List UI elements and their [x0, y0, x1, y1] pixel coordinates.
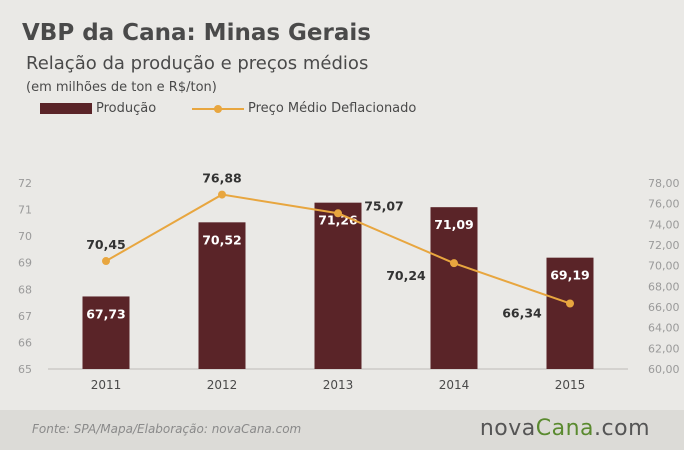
y-left-tick-label: 69	[18, 257, 32, 270]
y-left-tick-label: 67	[18, 310, 32, 323]
bar	[546, 257, 594, 369]
bar-data-label: 71,09	[434, 217, 474, 232]
y-right-tick-label: 64,00	[648, 322, 680, 335]
y-right-tick-label: 66,00	[648, 301, 680, 314]
bar	[198, 222, 246, 369]
legend-line-swatch	[192, 104, 244, 113]
legend-item-price: Preço Médio Deflacionado	[192, 101, 416, 116]
x-tick-label: 2011	[91, 378, 122, 392]
y-left-tick-label: 72	[18, 177, 32, 190]
logo-brand: Cana	[535, 416, 595, 441]
line-data-label: 66,34	[502, 305, 542, 320]
y-left-tick-label: 71	[18, 204, 32, 217]
bar-data-label: 67,73	[86, 306, 126, 321]
legend-item-production: Produção	[40, 101, 156, 116]
line-data-label: 70,24	[386, 268, 426, 283]
y-left-tick-label: 65	[18, 363, 32, 376]
line-point	[334, 209, 342, 218]
legend-line-label: Preço Médio Deflacionado	[248, 101, 417, 116]
chart-area: 65 66 67 68 69 70 71 72 60,00 62,00 64,00 66,00 68,0…	[18, 171, 680, 392]
y-right-tick-label: 72,00	[648, 239, 680, 252]
y-right-tick-label: 78,00	[648, 177, 680, 190]
y-right-tick-label: 76,00	[648, 198, 680, 211]
x-tick-label: 2012	[207, 378, 238, 392]
y-left-tick-label: 66	[18, 336, 32, 349]
y-right-tick-label: 62,00	[648, 342, 680, 355]
line-point	[450, 259, 458, 268]
y-right-tick-label: 60,00	[648, 363, 680, 376]
bar-data-label: 71,26	[318, 213, 358, 228]
bar	[314, 202, 362, 369]
chart-title: VBP da Cana: Minas Gerais	[22, 20, 371, 46]
y-right-tick-label: 70,00	[648, 260, 680, 273]
y-left-tick-label: 68	[18, 283, 32, 296]
brand-logo: novaCana.com	[480, 416, 650, 441]
y-right-tick-label: 68,00	[648, 280, 680, 293]
x-tick-label: 2015	[555, 378, 586, 392]
line-data-label: 76,88	[202, 171, 242, 186]
logo-suffix: .com	[594, 416, 650, 441]
legend-bar-label: Produção	[96, 101, 157, 116]
source-note: Fonte: SPA/Mapa/Elaboração: novaCana.com	[32, 422, 302, 436]
legend-bar-swatch	[40, 103, 92, 114]
bar-data-label: 70,52	[202, 232, 242, 247]
bar-data-label: 69,19	[550, 268, 590, 283]
x-tick-label: 2014	[439, 378, 470, 392]
chart-subtitle: Relação da produção e preços médios	[26, 53, 369, 74]
units-note: (em milhões de ton e R$/ton)	[26, 80, 217, 95]
line-point	[566, 299, 574, 308]
footer: Fonte: SPA/Mapa/Elaboração: novaCana.com…	[0, 410, 684, 450]
y-left-tick-label: 70	[18, 230, 32, 243]
line-data-label: 70,45	[86, 237, 126, 252]
line-data-label: 75,07	[364, 198, 404, 213]
logo-prefix: nova	[479, 416, 536, 441]
line-point	[218, 190, 226, 199]
bar	[82, 296, 130, 369]
bar	[430, 207, 478, 369]
line-point	[102, 257, 110, 266]
y-right-tick-label: 74,00	[648, 218, 680, 231]
x-tick-label: 2013	[323, 378, 354, 392]
